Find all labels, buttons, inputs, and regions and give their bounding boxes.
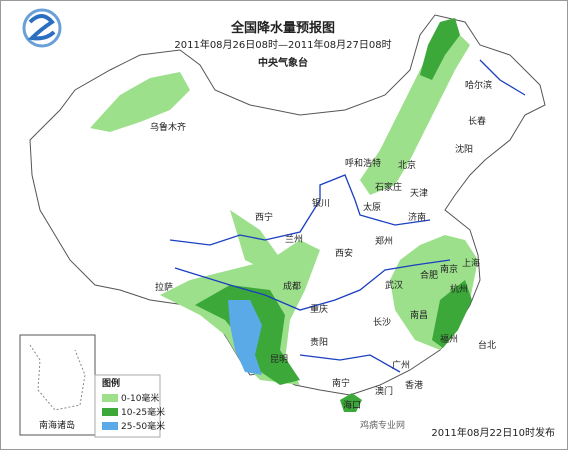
city: 天津 (410, 188, 428, 199)
city: 昆明 (270, 354, 288, 365)
legend-item: 10-25毫米 (121, 406, 165, 418)
legend-item: 0-10毫米 (121, 392, 159, 404)
inset-label: 南海诸岛 (39, 419, 75, 431)
city: 台北 (478, 339, 496, 351)
city: 贵阳 (310, 336, 328, 348)
city: 南宁 (332, 377, 350, 389)
city: 呼和浩特 (345, 157, 381, 169)
city: 太原 (363, 201, 381, 213)
city: 银川 (312, 197, 330, 209)
city: 香港 (405, 379, 423, 391)
watermark: 鸡病专业网 (360, 419, 405, 431)
city: 海口 (343, 399, 361, 411)
city: 兰州 (285, 233, 303, 245)
city: 广州 (392, 359, 410, 371)
city: 南京 (440, 263, 458, 275)
period: 2011年08月26日08时—2011年08月27日08时 (174, 38, 391, 51)
city: 南昌 (410, 309, 428, 321)
footer: 2011年08月22日10时发布 (431, 426, 555, 439)
city: 合肥 (420, 269, 438, 281)
city: 上海 (462, 257, 480, 269)
city: 长春 (468, 115, 486, 127)
city: 澳门 (375, 385, 393, 397)
city: 西安 (335, 247, 353, 259)
issuer: 中央气象台 (258, 56, 308, 69)
inset: 南海诸岛 (19, 334, 96, 436)
city: 武汉 (385, 279, 403, 291)
city: 乌鲁木齐 (150, 121, 186, 133)
city-labels: 乌鲁木齐 哈尔滨 长春 沈阳 呼和浩特 北京 石家庄 天津 银川 太原 济南 西… (150, 79, 496, 411)
legend: 图例 0-10毫米 10-25毫米 25-50毫米 (94, 374, 165, 438)
logo (22, 8, 62, 48)
legend-item: 25-50毫米 (121, 420, 165, 432)
city: 郑州 (375, 235, 393, 247)
city: 石家庄 (375, 181, 402, 193)
city: 沈阳 (455, 143, 473, 155)
city: 哈尔滨 (465, 79, 492, 91)
city: 杭州 (450, 283, 468, 295)
city: 北京 (398, 159, 416, 171)
map-title: 全国降水量预报图 (230, 20, 335, 36)
city: 拉萨 (155, 281, 173, 293)
city: 济南 (408, 211, 426, 223)
city: 重庆 (310, 303, 328, 315)
city: 长沙 (373, 316, 391, 328)
city: 西宁 (255, 211, 273, 223)
rain-areas (90, 18, 478, 412)
legend-title: 图例 (102, 377, 120, 389)
city: 成都 (283, 280, 301, 292)
city: 福州 (440, 333, 458, 345)
rivers (169, 59, 526, 373)
